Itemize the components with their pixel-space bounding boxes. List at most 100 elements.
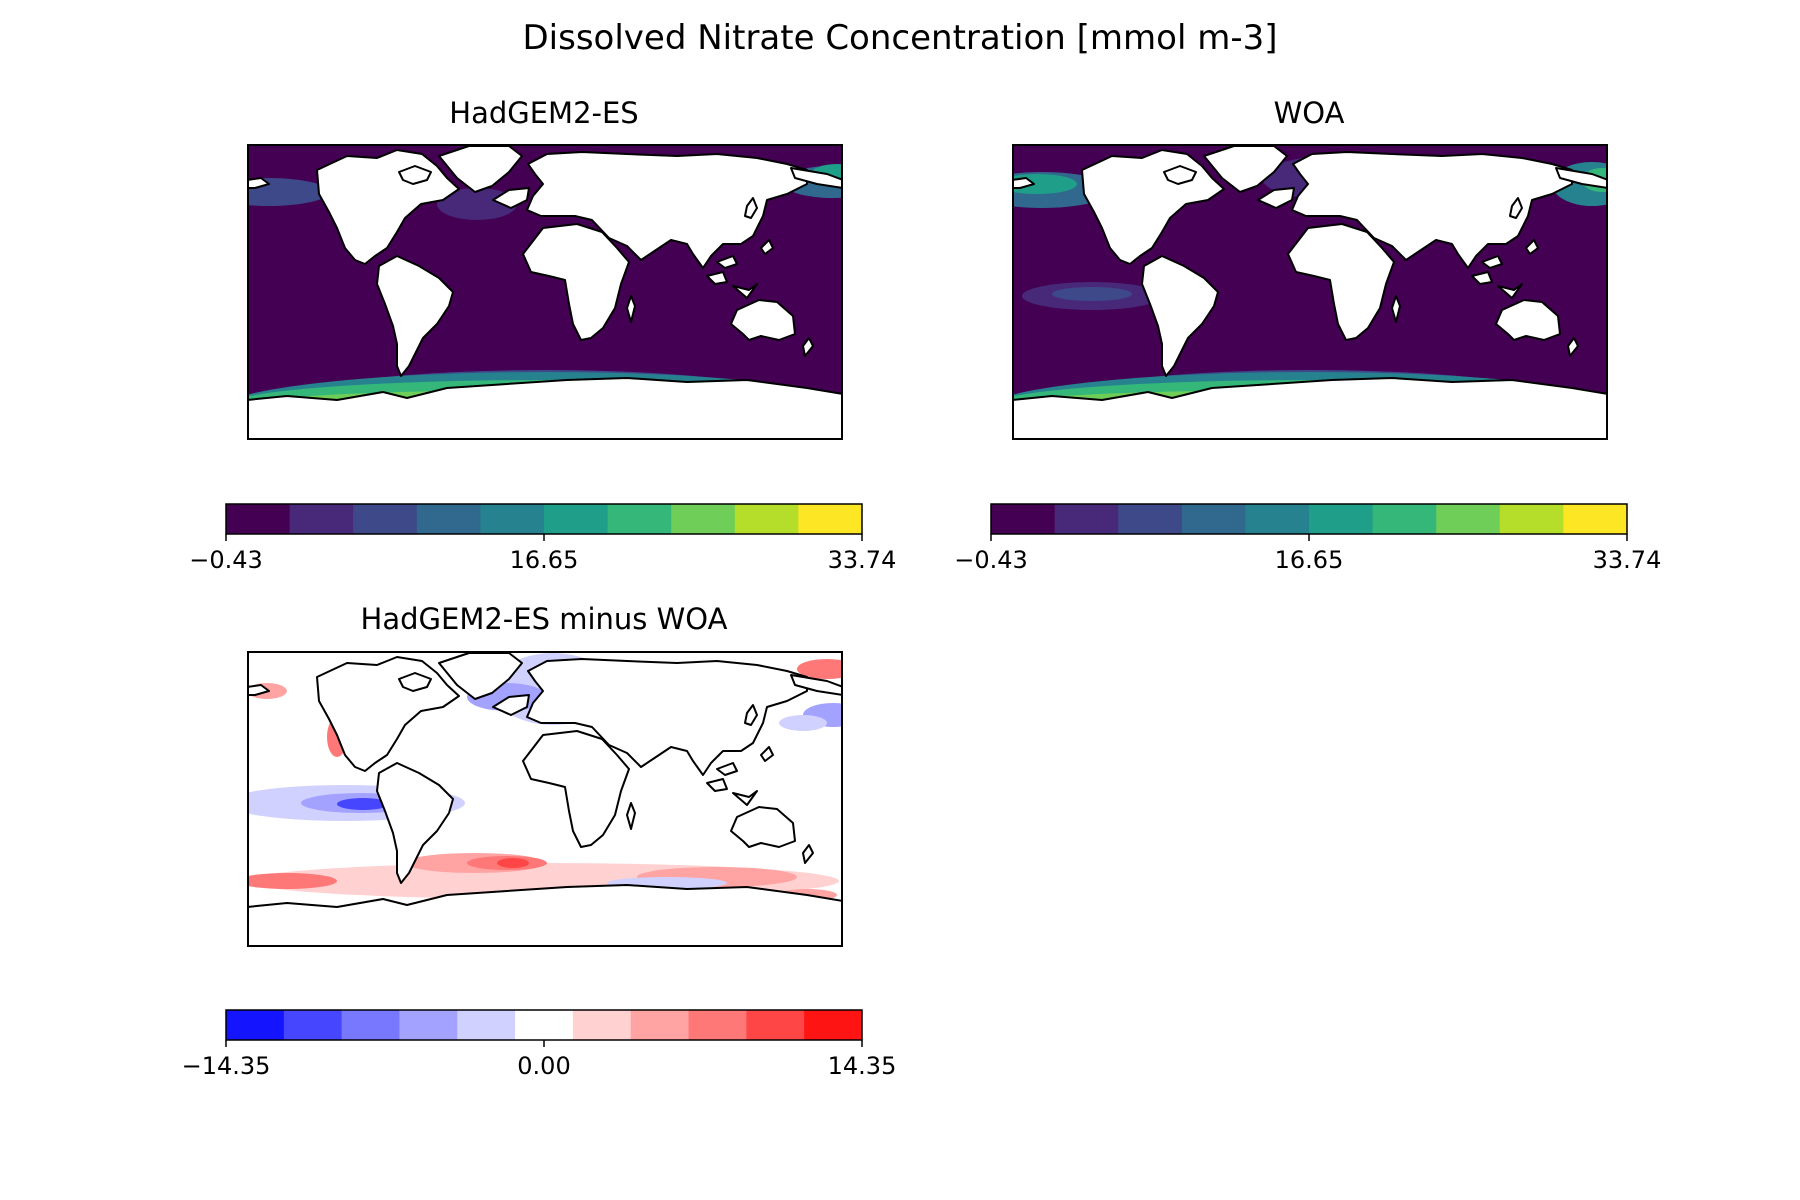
colorbar-level-2 [341, 1010, 400, 1040]
colorbar-tick-label-0: −0.43 [189, 546, 263, 574]
colorbar-level-6 [1372, 504, 1437, 534]
colorbar-tick-label-2: 14.35 [828, 1052, 897, 1080]
coastline-7 [626, 295, 636, 323]
coastline-4 [492, 694, 530, 716]
colorbar-tick-label-1: 0.00 [517, 1052, 570, 1080]
colorbar-level-7 [671, 504, 736, 534]
coastline-7 [1391, 295, 1401, 323]
colorbar-level-3 [399, 1010, 458, 1040]
coastline-11 [706, 778, 728, 792]
coastline-3 [1141, 255, 1219, 377]
colorbar-tick-label-0: −0.43 [954, 546, 1028, 574]
colorbar-level-1 [1054, 504, 1119, 534]
colorbar-level-5 [515, 1010, 574, 1040]
coastline-17 [1012, 177, 1035, 189]
colorbar-level-1 [289, 504, 354, 534]
coastline-15 [760, 746, 774, 762]
colorbar-level-10 [804, 1010, 863, 1040]
coastline-9 [802, 337, 814, 357]
colorbar-level-4 [1245, 504, 1310, 534]
coastline-5 [526, 658, 808, 776]
coastline-14 [744, 704, 758, 726]
coastline-17 [247, 684, 270, 696]
coastline-8 [1495, 299, 1561, 341]
contour-band-11 [1052, 287, 1132, 301]
colorbar-level-3 [416, 504, 481, 534]
contour-band-12 [247, 873, 337, 889]
coastline-13 [1481, 255, 1503, 269]
coastline-5 [526, 151, 808, 269]
colorbar-level-6 [607, 504, 672, 534]
coastline-10 [247, 884, 843, 947]
coastline-11 [706, 271, 728, 285]
map-frame [247, 651, 843, 947]
map-frame [247, 144, 843, 440]
coastline-7 [626, 802, 636, 830]
coastline-4 [1257, 187, 1295, 209]
colorbar-level-1 [283, 1010, 343, 1040]
coastline-16 [1555, 167, 1608, 189]
colorbar-level-9 [746, 1010, 805, 1040]
colorbar-level-5 [1309, 504, 1374, 534]
colorbar-level-2 [353, 504, 418, 534]
coastline-16 [790, 674, 843, 696]
colorbar-level-9 [798, 504, 863, 534]
map-difference [247, 651, 843, 947]
colorbar-tick-label-1: 16.65 [510, 546, 579, 574]
colorbar-tick-label-2: 33.74 [828, 546, 897, 574]
coastline-14 [1509, 197, 1523, 219]
coastline-1 [398, 672, 432, 692]
contour-band-9 [437, 188, 517, 220]
coastline-15 [1525, 239, 1539, 255]
contour-band-7 [779, 715, 827, 731]
coastline-15 [760, 239, 774, 255]
contour-band-15 [797, 659, 843, 679]
coastline-10 [247, 377, 843, 440]
colorbar-level-8 [1499, 504, 1564, 534]
colorbar-level-4 [480, 504, 545, 534]
colorbar-level-5 [544, 504, 609, 534]
contour-band-11 [497, 858, 529, 868]
map-frame [1012, 144, 1608, 440]
coastline-1 [1163, 165, 1197, 185]
coastline-12 [732, 283, 758, 299]
coastline-11 [1471, 271, 1493, 285]
coastline-3 [376, 762, 454, 884]
colorbar-level-4 [457, 1010, 516, 1040]
coastline-12 [1497, 283, 1523, 299]
colorbar-tick-label-0: −14.35 [182, 1052, 271, 1080]
coastline-6 [1287, 223, 1395, 341]
colorbar-level-9 [1563, 504, 1628, 534]
colorbar-woa: −0.43 16.65 33.74 [954, 503, 1662, 574]
panel-title-woa: WOA [1273, 96, 1345, 130]
coastline-9 [802, 844, 814, 864]
coastline-5 [1291, 151, 1573, 269]
colorbar-level-0 [226, 504, 291, 534]
colorbar-level-7 [1436, 504, 1501, 534]
colorbar-level-7 [630, 1010, 690, 1040]
colorbar-level-0 [226, 1010, 285, 1040]
map-hadgem [247, 144, 843, 440]
coastline-9 [1567, 337, 1579, 357]
colorbar-level-6 [572, 1010, 632, 1040]
colorbar-level-3 [1181, 504, 1246, 534]
colorbar-tick-label-2: 33.74 [1593, 546, 1662, 574]
coastline-1 [398, 165, 432, 185]
map-woa [1012, 144, 1608, 440]
coastline-12 [732, 790, 758, 806]
coastline-13 [716, 762, 738, 776]
coastline-6 [522, 730, 630, 848]
coastline-14 [744, 197, 758, 219]
coastline-10 [1012, 377, 1608, 440]
colorbar-difference: −14.35 0.00 14.35 [182, 1009, 897, 1080]
coastline-6 [522, 223, 630, 341]
colorbar-hadgem: −0.43 16.65 33.74 [189, 503, 897, 574]
coastline-8 [730, 299, 796, 341]
coastline-16 [790, 167, 843, 189]
coastline-4 [492, 187, 530, 209]
coastline-8 [730, 806, 796, 848]
coastline-3 [376, 255, 454, 377]
colorbar-level-8 [734, 504, 799, 534]
figure-title: Dissolved Nitrate Concentration [mmol m-… [522, 18, 1278, 58]
coastline-17 [247, 177, 270, 189]
